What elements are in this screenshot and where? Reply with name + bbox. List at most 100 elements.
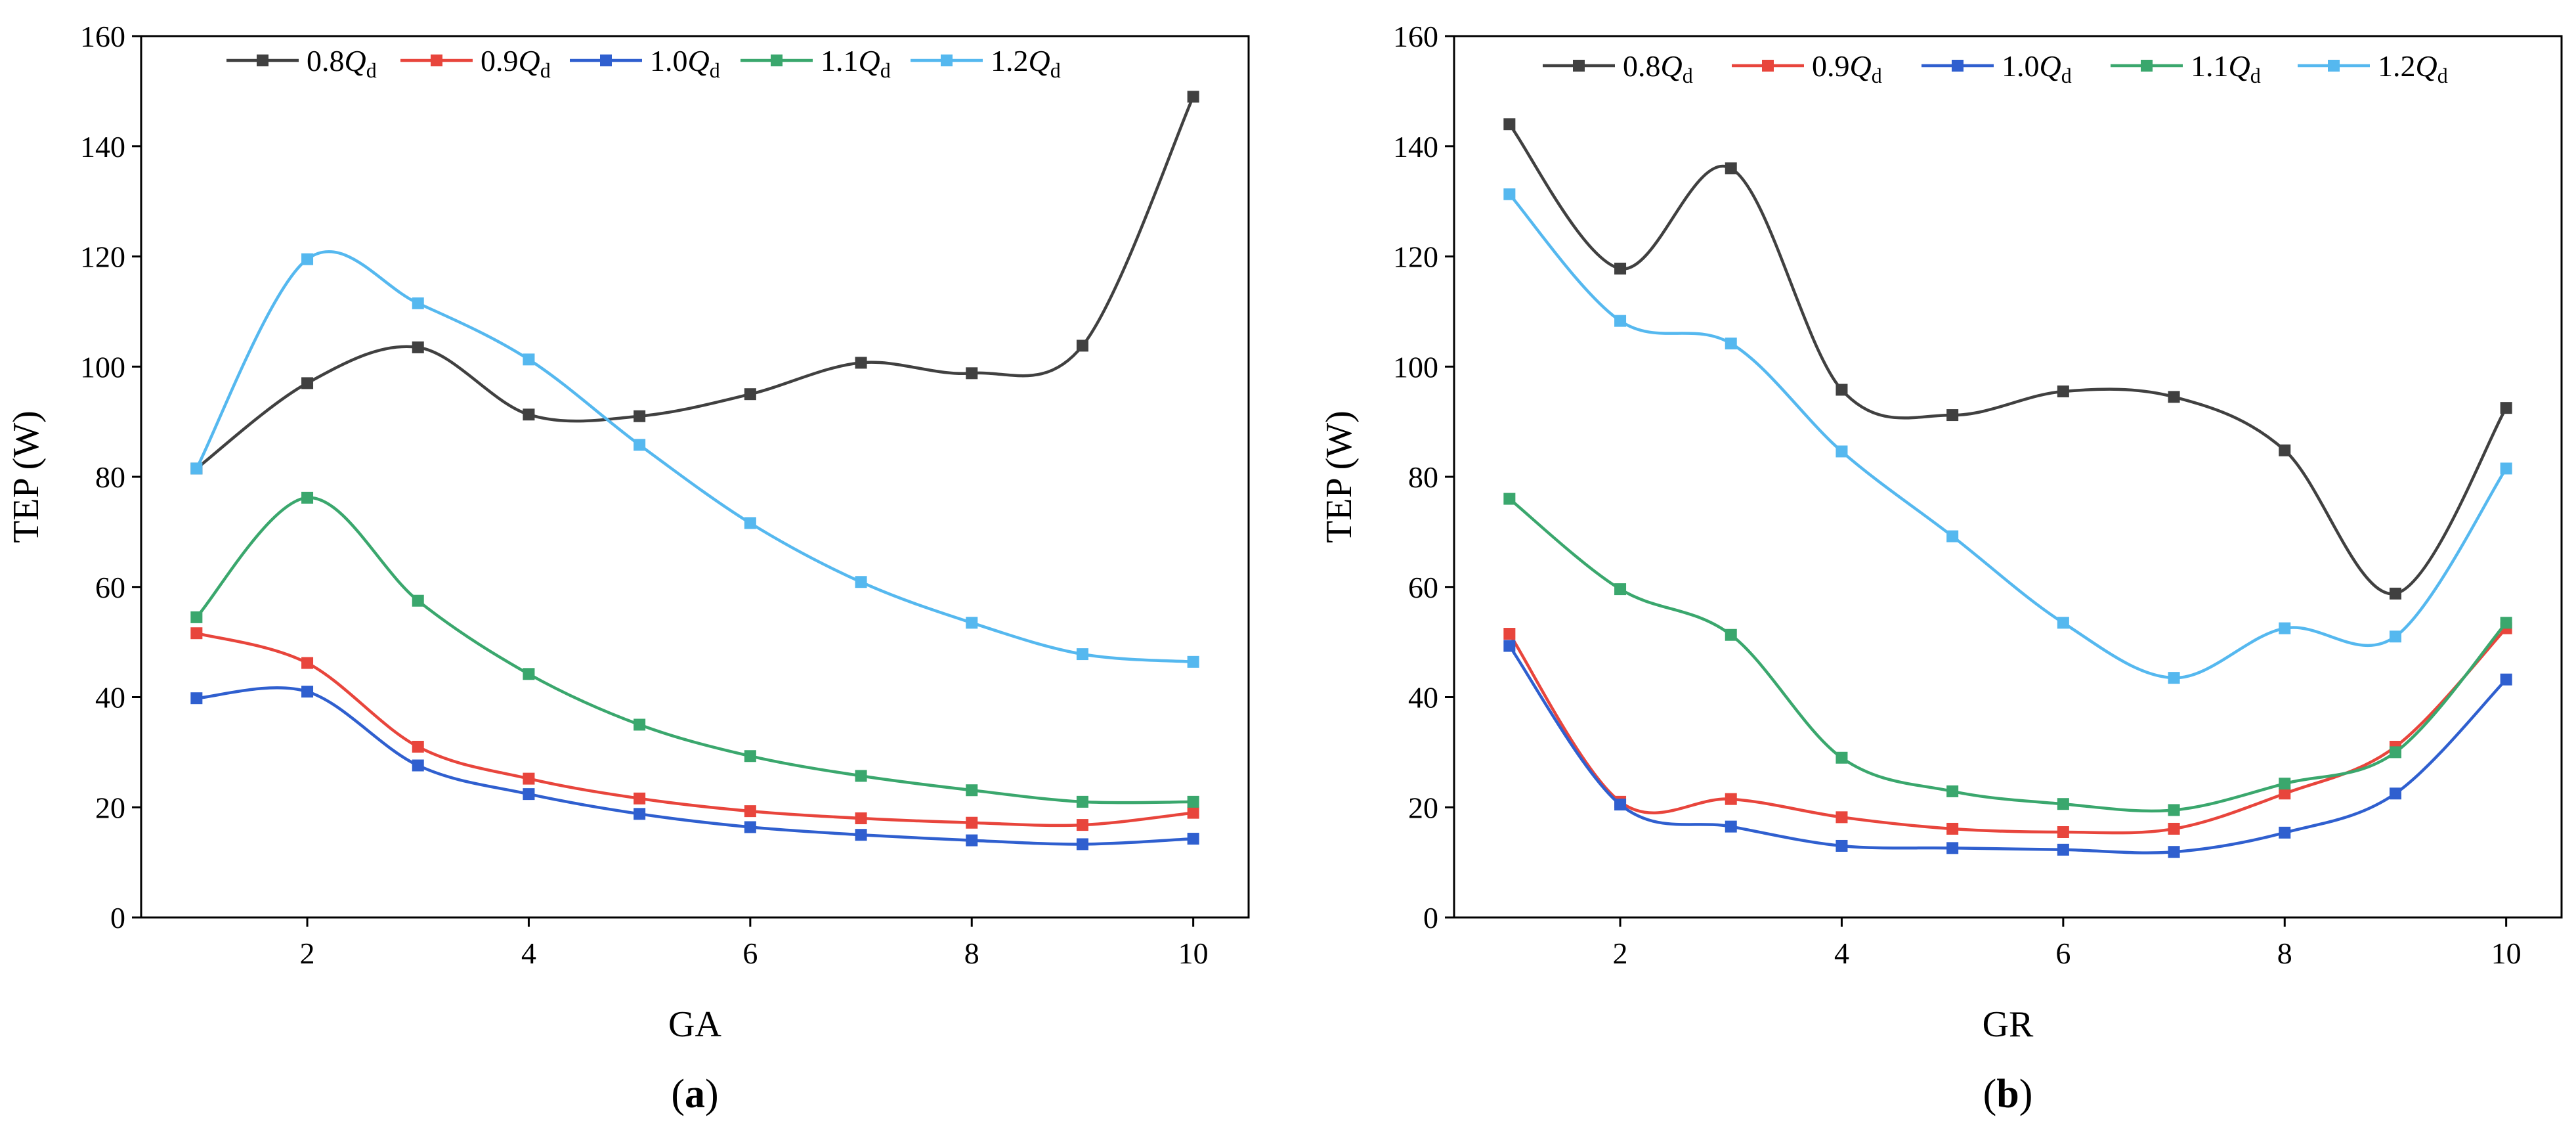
series-1.0Qd <box>1503 640 2512 858</box>
data-point <box>2389 630 2401 643</box>
data-point <box>855 770 867 782</box>
data-point <box>1614 583 1627 596</box>
x-tick-label: 2 <box>1613 937 1628 970</box>
data-point <box>2279 826 2291 839</box>
data-point <box>855 357 867 369</box>
chart-panel-b: 0 20 40 60 80 100 120 140 160 2 4 6 8 10 GR TEP (W) 0.8Q… <box>1319 20 2563 1116</box>
data-point <box>1076 340 1088 352</box>
legend-label: 1.2Qd <box>991 44 1061 82</box>
series-line <box>1508 497 2508 813</box>
legend-marker <box>1762 60 1774 72</box>
legend-item: 0.8Qd <box>1543 49 1693 87</box>
legend-label: 1.2Qd <box>2378 49 2448 87</box>
series-1.2Qd <box>190 250 1199 668</box>
panel-label: (b) <box>1983 1072 2033 1116</box>
legend-item: 0.8Qd <box>226 44 377 82</box>
data-point <box>1725 338 1737 350</box>
legend-label: 0.9Qd <box>481 44 551 82</box>
legend-marker <box>771 55 783 66</box>
data-point <box>966 617 978 629</box>
legend-marker <box>431 55 442 66</box>
data-point <box>2168 822 2180 835</box>
data-point <box>523 408 535 421</box>
data-point <box>1946 785 1959 797</box>
series-1.2Qd <box>1503 188 2512 684</box>
legend-label: 1.0Qd <box>2002 49 2072 87</box>
x-axis-title: GA <box>668 1004 721 1045</box>
legend-item: 0.9Qd <box>1732 49 1882 87</box>
y-axis-title: TEP (W) <box>1319 410 1360 543</box>
data-point <box>301 377 314 389</box>
data-point <box>1946 842 1959 854</box>
y-tick-label: 140 <box>80 130 125 164</box>
series-0.9Qd <box>190 627 1199 831</box>
legend-item: 1.2Qd <box>2298 49 2448 87</box>
data-point <box>2279 787 2291 800</box>
data-point <box>523 353 535 366</box>
data-point <box>523 668 535 680</box>
legend-marker <box>1952 60 1964 72</box>
data-point <box>855 812 867 825</box>
data-point <box>1503 188 1516 200</box>
y-tick-label: 100 <box>80 350 125 384</box>
data-point <box>2057 843 2069 856</box>
legend-item: 1.0Qd <box>1921 49 2072 87</box>
x-axis-title: GR <box>1983 1004 2034 1045</box>
data-point <box>1725 629 1737 641</box>
data-point <box>633 808 646 820</box>
data-point <box>523 772 535 785</box>
data-point <box>2279 444 2291 456</box>
y-tick-label: 0 <box>1423 901 1438 935</box>
series-1.1Qd <box>1503 493 2512 816</box>
series-line <box>1508 645 2508 854</box>
legend-item: 1.0Qd <box>570 44 720 82</box>
data-point <box>633 792 646 805</box>
data-point <box>855 576 867 588</box>
data-point <box>2057 385 2069 397</box>
chart-panel-a: 0 20 40 60 80 100 120 140 160 2 4 6 8 10 GA TEP (W) 0.8Q… <box>6 20 1250 1116</box>
data-point <box>2057 617 2069 629</box>
data-point <box>1725 162 1737 175</box>
data-point <box>1187 833 1199 845</box>
y-tick-label: 60 <box>1408 571 1438 604</box>
y-tick-label: 0 <box>110 901 125 935</box>
data-point <box>1946 822 1959 835</box>
data-point <box>412 740 424 753</box>
data-point <box>633 439 646 451</box>
y-tick-label: 120 <box>80 240 125 274</box>
legend-item: 1.1Qd <box>741 44 891 82</box>
series-line <box>196 96 1195 470</box>
y-tick-label: 160 <box>80 20 125 53</box>
y-tick-label: 60 <box>95 571 125 604</box>
data-point <box>1503 640 1516 652</box>
legend-marker <box>2328 60 2340 72</box>
series-line <box>196 632 1193 827</box>
data-point <box>1187 795 1199 808</box>
y-tick-label: 40 <box>1408 681 1438 715</box>
x-tick-label: 6 <box>742 937 758 970</box>
y-tick-label: 20 <box>1408 791 1438 824</box>
data-point <box>412 759 424 772</box>
y-tick-label: 80 <box>1408 460 1438 494</box>
data-point <box>301 657 314 669</box>
series-1.0Qd <box>190 686 1199 850</box>
legend-label: 0.8Qd <box>307 44 377 82</box>
legend-marker <box>257 55 268 66</box>
data-point <box>1614 262 1627 275</box>
data-point <box>190 611 203 623</box>
y-tick-label: 120 <box>1393 240 1438 274</box>
series-line <box>196 686 1193 846</box>
data-point <box>1503 628 1516 640</box>
data-point <box>633 718 646 731</box>
x-tick-label: 2 <box>300 937 315 970</box>
legend: 0.8Qd 0.9Qd 1.0Qd 1.1Qd 1.2Qd <box>226 44 1061 82</box>
data-point <box>1835 445 1848 458</box>
data-point <box>855 829 867 841</box>
legend-label: 1.1Qd <box>2191 49 2261 87</box>
legend-marker <box>1573 60 1585 72</box>
data-point <box>744 805 756 818</box>
data-point <box>190 462 203 475</box>
y-tick-label: 20 <box>95 791 125 824</box>
data-point <box>966 784 978 797</box>
y-tick-label: 160 <box>1393 20 1438 53</box>
